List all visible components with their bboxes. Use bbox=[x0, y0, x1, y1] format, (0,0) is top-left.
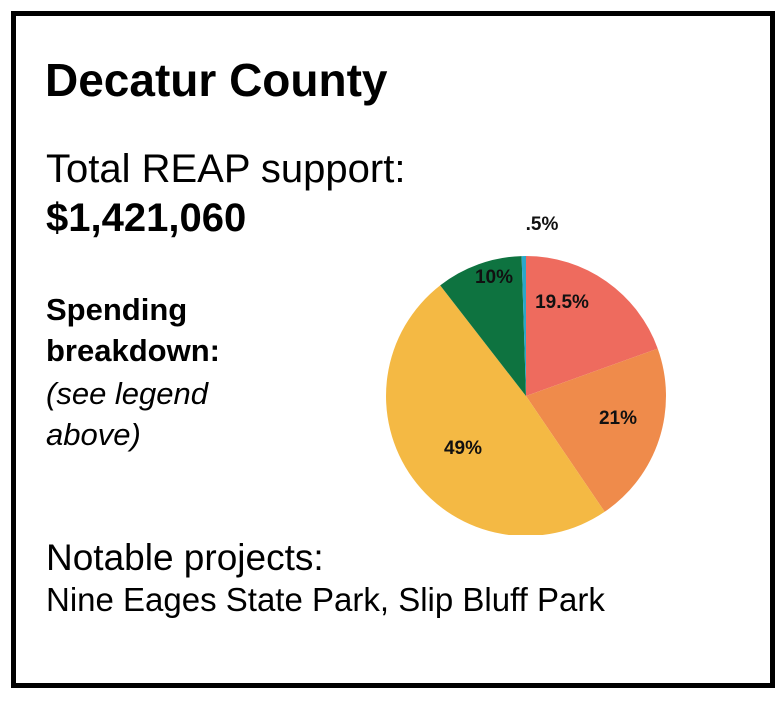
total-support-value: $1,421,060 bbox=[46, 196, 247, 240]
pie-label-2: 21% bbox=[599, 408, 637, 429]
pie-slice-4 bbox=[440, 256, 526, 396]
total-support-label: Total REAP support: bbox=[46, 147, 406, 191]
notable-projects-label: Notable projects: bbox=[46, 537, 324, 578]
pie-label-1: 19.5% bbox=[535, 292, 589, 313]
pie-slice-1 bbox=[526, 256, 658, 396]
county-title: Decatur County bbox=[45, 54, 388, 106]
pie-label-3: 49% bbox=[444, 438, 482, 459]
pie-slice-3 bbox=[386, 285, 605, 535]
notable-projects-value: Nine Eages State Park, Slip Bluff Park bbox=[46, 581, 605, 618]
spending-legend-note: (see legend above) bbox=[46, 376, 209, 452]
pie-label-4: 10% bbox=[475, 267, 513, 288]
spending-pie-chart: 19.5% 21% 49% 10% .5% bbox=[386, 214, 666, 535]
spending-breakdown-label: Spending breakdown: bbox=[46, 292, 220, 368]
pie-slice-5 bbox=[521, 256, 526, 396]
pie-slice-2 bbox=[526, 348, 666, 512]
pie-label-5: .5% bbox=[526, 214, 559, 235]
